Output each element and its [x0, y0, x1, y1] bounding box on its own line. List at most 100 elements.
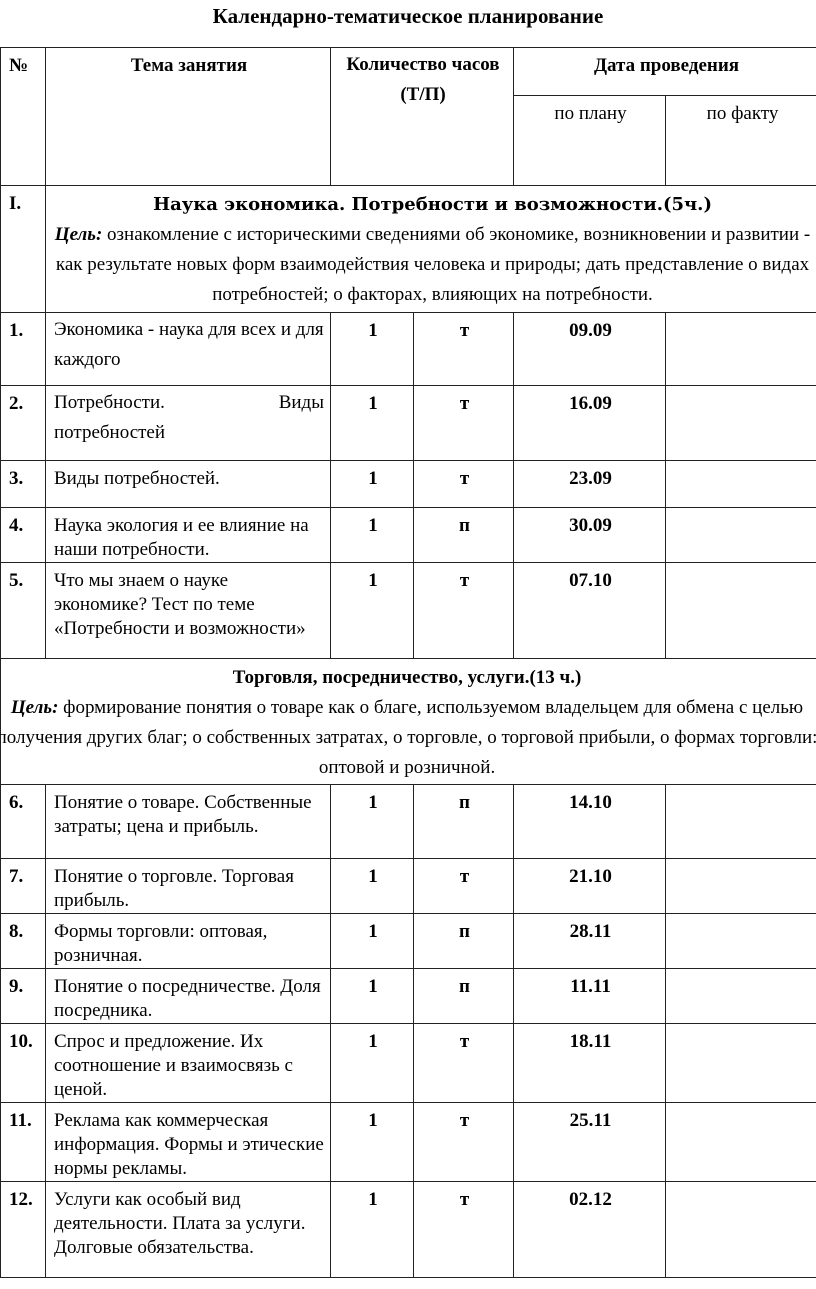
row-topic: Спрос и предложение. Их соотношение и вз… [45, 1023, 331, 1103]
row-hours: 1 [330, 1023, 414, 1103]
row-num: 4. [0, 507, 46, 563]
row-topic: Услуги как особый вид деятельности. Плат… [45, 1181, 331, 1278]
row-num: 8. [0, 913, 46, 969]
row-hours: 1 [330, 1181, 414, 1278]
goal-text: ознакомление с историческими сведениями … [55, 224, 811, 305]
section-heading: Наука экономика. Потребности и возможнос… [153, 194, 712, 215]
header-fact: по факту [665, 95, 816, 186]
row-type: т [412, 312, 515, 386]
header-topic: Тема занятия [45, 47, 331, 186]
row-fact-date [665, 1102, 816, 1182]
header-date: Дата проведения [513, 47, 816, 96]
row-num: 12. [0, 1181, 46, 1278]
section-cell: Наука экономика. Потребности и возможнос… [44, 185, 816, 313]
row-fact-date [665, 858, 816, 914]
row-type: т [412, 1102, 515, 1182]
row-topic: Понятие о посредничестве. Доля посредник… [45, 968, 331, 1024]
table-row: 5. Что мы знаем о науке экономике? Тест … [0, 562, 816, 659]
row-plan-date: 09.09 [513, 312, 667, 386]
row-hours: 1 [330, 562, 414, 659]
goal-text: формирование понятия о товаре как о благ… [0, 697, 816, 778]
row-type: п [412, 913, 515, 969]
row-hours: 1 [330, 385, 414, 461]
row-plan-date: 18.11 [513, 1023, 667, 1103]
row-topic: Наука экология и ее влияние на наши потр… [45, 507, 331, 563]
row-plan-date: 25.11 [513, 1102, 667, 1182]
row-fact-date [665, 507, 816, 563]
row-topic: Потребности. Виды потребностей [45, 385, 331, 461]
row-plan-date: 21.10 [513, 858, 667, 914]
section-heading: Торговля, посредничество, услуги.(13 ч.) [232, 667, 582, 688]
row-type: т [412, 562, 515, 659]
goal-label: Цель: [10, 697, 59, 718]
row-hours: 1 [330, 968, 414, 1024]
row-plan-date: 16.09 [513, 385, 667, 461]
row-plan-date: 14.10 [513, 784, 667, 859]
row-hours: 1 [330, 1102, 414, 1182]
header-num: № [0, 47, 46, 186]
row-topic: Формы торговли: оптовая, розничная. [45, 913, 331, 969]
table-row: 8. Формы торговли: оптовая, розничная. 1… [0, 913, 816, 969]
section-row: Торговля, посредничество, услуги.(13 ч.)… [0, 658, 816, 785]
row-plan-date: 02.12 [513, 1181, 667, 1278]
table-row: 6. Понятие о товаре. Собственные затраты… [0, 784, 816, 859]
page-title: Календарно-тематическое планирование [212, 4, 604, 28]
row-type: п [412, 784, 515, 859]
row-num: 10. [0, 1023, 46, 1103]
section-row: I. Наука экономика. Потребности и возможн… [0, 185, 816, 313]
row-type: т [412, 1023, 515, 1103]
row-hours: 1 [330, 312, 414, 386]
row-fact-date [665, 562, 816, 659]
row-type: т [412, 1181, 515, 1278]
row-num: 11. [0, 1102, 46, 1182]
row-num: 3. [0, 460, 46, 508]
row-plan-date: 11.11 [513, 968, 667, 1024]
row-num: 1. [0, 312, 46, 386]
goal-label: Цель: [54, 224, 103, 245]
row-topic: Реклама как коммерческая информация. Фор… [45, 1102, 331, 1182]
row-num: 5. [0, 562, 46, 659]
table-row: 4. Наука экология и ее влияние на наши п… [0, 507, 816, 563]
row-plan-date: 28.11 [513, 913, 667, 969]
row-plan-date: 30.09 [513, 507, 667, 563]
table-row: 9. Понятие о посредничестве. Доля посред… [0, 968, 816, 1024]
row-fact-date [665, 784, 816, 859]
row-num: 9. [0, 968, 46, 1024]
row-num: 2. [0, 385, 46, 461]
row-type: т [412, 460, 515, 508]
row-fact-date [665, 385, 816, 461]
row-topic: Экономика - наука для всех и для каждого [45, 312, 331, 386]
table-row: 11. Реклама как коммерческая информация.… [0, 1102, 816, 1182]
row-fact-date [665, 1023, 816, 1103]
section-cell: Торговля, посредничество, услуги.(13 ч.)… [0, 658, 816, 785]
row-fact-date [665, 460, 816, 508]
row-type: п [412, 507, 515, 563]
row-type: т [412, 858, 515, 914]
table-row: 3. Виды потребностей. 1 т 23.09 [0, 460, 816, 508]
row-plan-date: 23.09 [513, 460, 667, 508]
plan-table: № Тема занятия Количество часов (Т/П) Да… [0, 47, 816, 1278]
row-topic: Понятие о торговле. Торговая прибыль. [45, 858, 331, 914]
row-plan-date: 07.10 [513, 562, 667, 659]
row-topic: Виды потребностей. [45, 460, 331, 508]
table-row: 2. Потребности. Виды потребностей 1 т 16… [0, 385, 816, 461]
table-row: 10. Спрос и предложение. Их соотношение … [0, 1023, 816, 1103]
table-row: 1. Экономика - наука для всех и для кажд… [0, 312, 816, 386]
row-hours: 1 [330, 913, 414, 969]
row-hours: 1 [330, 858, 414, 914]
row-fact-date [665, 312, 816, 386]
section-num: I. [0, 185, 46, 313]
row-type: п [412, 968, 515, 1024]
table-row: 12. Услуги как особый вид деятельности. … [0, 1181, 816, 1278]
row-fact-date [665, 913, 816, 969]
header-hours: Количество часов (Т/П) [329, 47, 515, 186]
row-num: 6. [0, 784, 46, 859]
row-fact-date [665, 968, 816, 1024]
row-topic: Что мы знаем о науке экономике? Тест по … [45, 562, 331, 659]
table-row: 7. Понятие о торговле. Торговая прибыль.… [0, 858, 816, 914]
row-topic: Понятие о товаре. Собственные затраты; ц… [45, 784, 331, 859]
row-hours: 1 [330, 460, 414, 508]
row-type: т [412, 385, 515, 461]
row-hours: 1 [330, 507, 414, 563]
row-fact-date [665, 1181, 816, 1278]
